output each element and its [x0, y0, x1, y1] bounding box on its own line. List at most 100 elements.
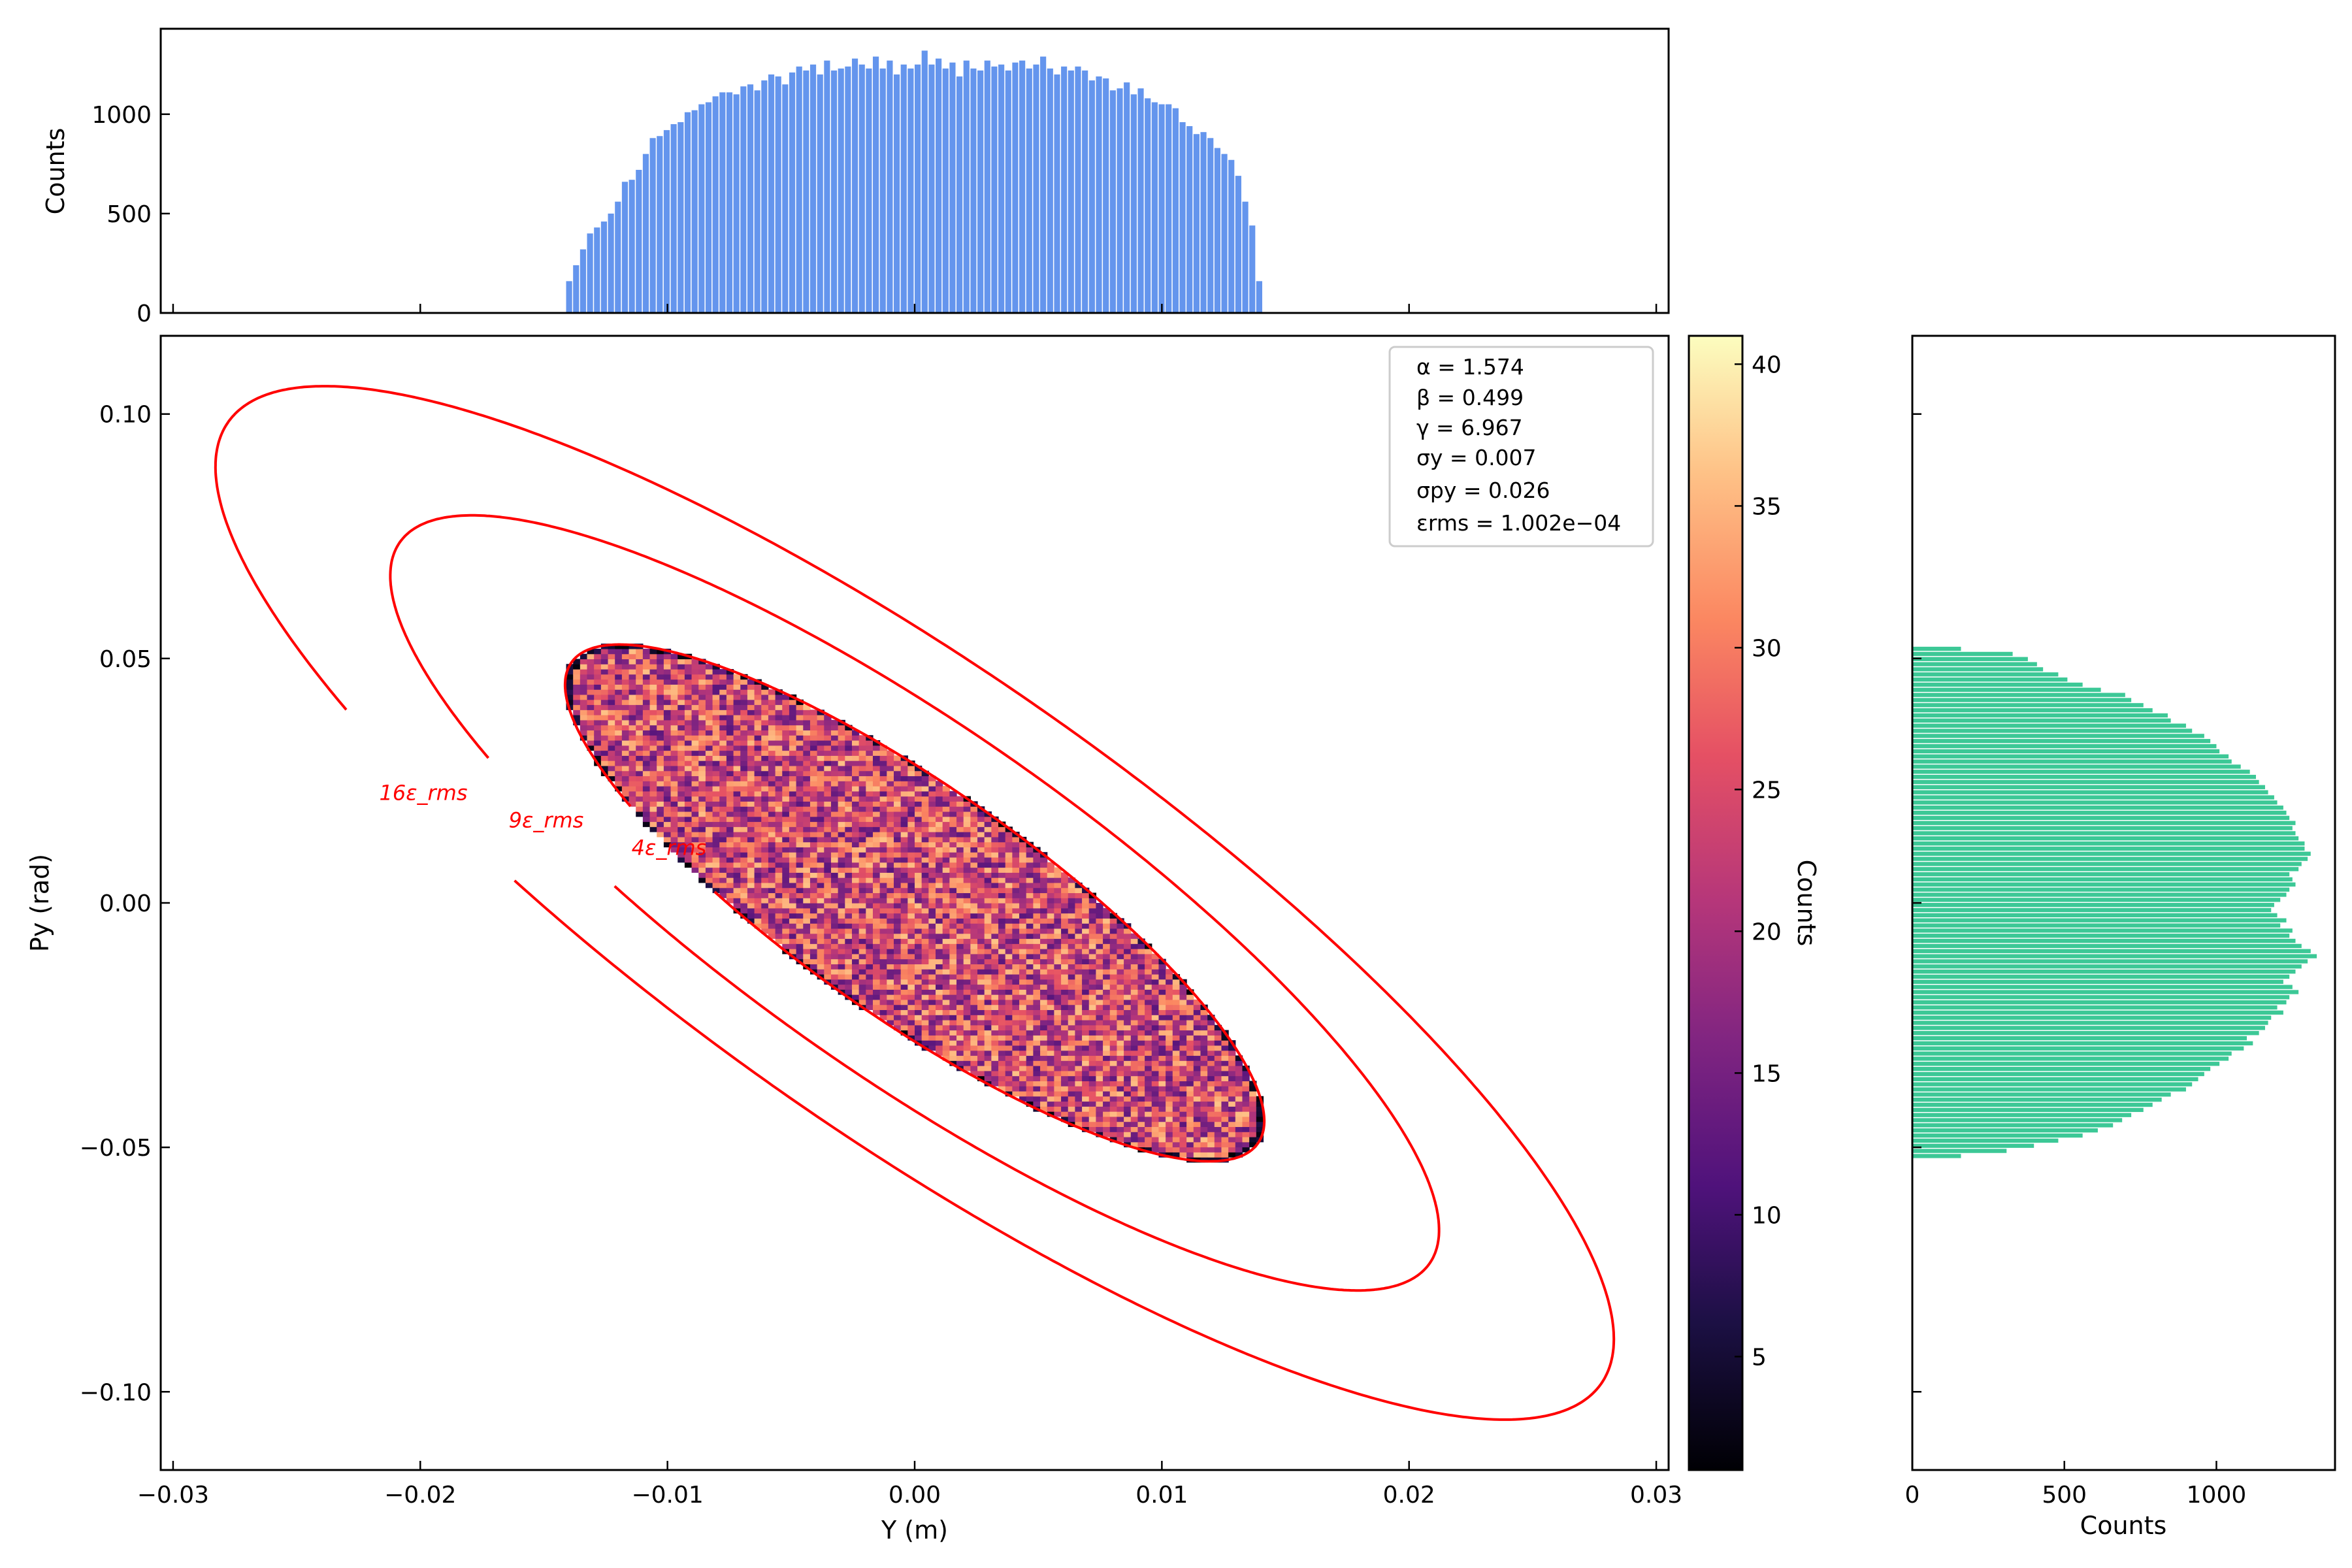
heatmap-cell — [1040, 1024, 1048, 1031]
heatmap-cell — [866, 821, 874, 827]
heatmap-cell — [1207, 1101, 1215, 1107]
heatmap-cell — [1026, 969, 1034, 975]
heatmap-cell — [747, 684, 755, 690]
heatmap-cell — [1172, 1101, 1181, 1107]
heatmap-cell — [747, 730, 755, 736]
heatmap-cell — [1061, 949, 1069, 955]
heatmap-cell — [691, 791, 699, 797]
heatmap-cell — [1109, 1030, 1118, 1036]
heatmap-cell — [1061, 1101, 1069, 1107]
heatmap-cell — [1019, 964, 1027, 970]
heatmap-cell — [1179, 1141, 1187, 1148]
heatmap-cell — [642, 755, 651, 761]
heatmap-cell — [1096, 1045, 1103, 1051]
heatmap-cell — [761, 730, 769, 736]
heatmap-cell — [740, 770, 748, 777]
heatmap-cell — [803, 735, 811, 741]
heatmap-cell — [1151, 1024, 1160, 1031]
heatmap-cell — [977, 1024, 985, 1031]
heatmap-cell — [845, 923, 853, 929]
heatmap-cell — [915, 821, 923, 827]
heatmap-cell — [1033, 964, 1041, 970]
heatmap-cell — [984, 872, 992, 878]
heatmap-cell — [1096, 1066, 1103, 1071]
heatmap-cell — [998, 999, 1006, 1005]
heatmap-cell — [991, 907, 999, 914]
heatmap-cell — [1033, 1075, 1041, 1081]
heatmap-cell — [1145, 964, 1152, 970]
heatmap-cell — [761, 776, 769, 781]
heatmap-cell — [629, 781, 636, 787]
heatmap-cell — [998, 964, 1006, 970]
heatmap-cell — [678, 669, 685, 675]
y-histogram-bar — [1256, 281, 1262, 313]
heatmap-cell — [663, 826, 672, 832]
heatmap-cell — [705, 872, 713, 878]
heatmap-cell — [817, 730, 825, 736]
heatmap-cell — [789, 781, 797, 787]
heatmap-cell — [733, 704, 741, 710]
heatmap-cell — [678, 786, 685, 792]
heatmap-cell — [1158, 1019, 1166, 1026]
heatmap-cell — [984, 969, 992, 975]
heatmap-cell — [998, 918, 1006, 924]
heatmap-cell — [998, 984, 1006, 990]
heatmap-cell — [1075, 1075, 1083, 1081]
heatmap-cell — [649, 796, 657, 802]
heatmap-cell — [851, 903, 860, 909]
heatmap-cell — [712, 811, 720, 817]
heatmap-cell — [782, 750, 790, 756]
heatmap-cell — [936, 949, 943, 955]
heatmap-cell — [998, 969, 1006, 975]
heatmap-cell — [1242, 1066, 1250, 1071]
heatmap-cell — [956, 984, 964, 990]
heatmap-cell — [1005, 964, 1013, 970]
heatmap-cell — [1075, 933, 1083, 939]
y-histogram-bar — [991, 66, 998, 313]
heatmap-cell — [866, 811, 874, 817]
heatmap-cell — [915, 1015, 923, 1021]
heatmap-cell — [915, 949, 923, 955]
heatmap-cell — [942, 903, 950, 909]
heatmap-cell — [1200, 1116, 1208, 1122]
heatmap-cell — [936, 887, 943, 894]
heatmap-cell — [733, 811, 741, 817]
heatmap-cell — [1221, 1045, 1229, 1051]
heatmap-cell — [587, 689, 595, 695]
heatmap-cell — [866, 781, 874, 787]
heatmap-cell — [670, 781, 678, 787]
heatmap-cell — [726, 841, 734, 847]
y-histogram-bar — [1103, 78, 1109, 313]
heatmap-cell — [615, 760, 623, 766]
heatmap-cell — [928, 1035, 936, 1041]
y-histogram-ytick-label: 0 — [137, 301, 152, 327]
heatmap-cell — [977, 1070, 985, 1077]
heatmap-cell — [845, 730, 853, 736]
heatmap-cell — [678, 841, 685, 847]
heatmap-cell — [1221, 1081, 1229, 1086]
py-histogram-bar — [1912, 964, 2302, 969]
heatmap-cell — [838, 867, 845, 873]
heatmap-cell — [879, 750, 887, 756]
heatmap-cell — [991, 969, 999, 975]
heatmap-cell — [1109, 1081, 1118, 1086]
y-histogram-bar — [1228, 159, 1235, 313]
heatmap-cell — [663, 791, 672, 797]
heatmap-cell — [705, 719, 713, 726]
heatmap-cell — [761, 832, 769, 838]
heatmap-cell — [879, 969, 887, 975]
heatmap-cell — [761, 913, 769, 919]
heatmap-cell — [1109, 1116, 1118, 1122]
heatmap-cell — [1137, 979, 1145, 985]
heatmap-cell — [824, 872, 832, 878]
heatmap-cell — [600, 653, 609, 660]
heatmap-cell — [733, 760, 741, 766]
heatmap-cell — [712, 740, 720, 746]
heatmap-cell — [621, 674, 630, 680]
heatmap-cell — [1068, 964, 1076, 970]
heatmap-cell — [900, 964, 908, 970]
heatmap-cell — [1026, 1096, 1034, 1102]
heatmap-cell — [608, 725, 615, 731]
heatmap-cell — [1109, 1066, 1118, 1071]
heatmap-cell — [719, 710, 727, 715]
